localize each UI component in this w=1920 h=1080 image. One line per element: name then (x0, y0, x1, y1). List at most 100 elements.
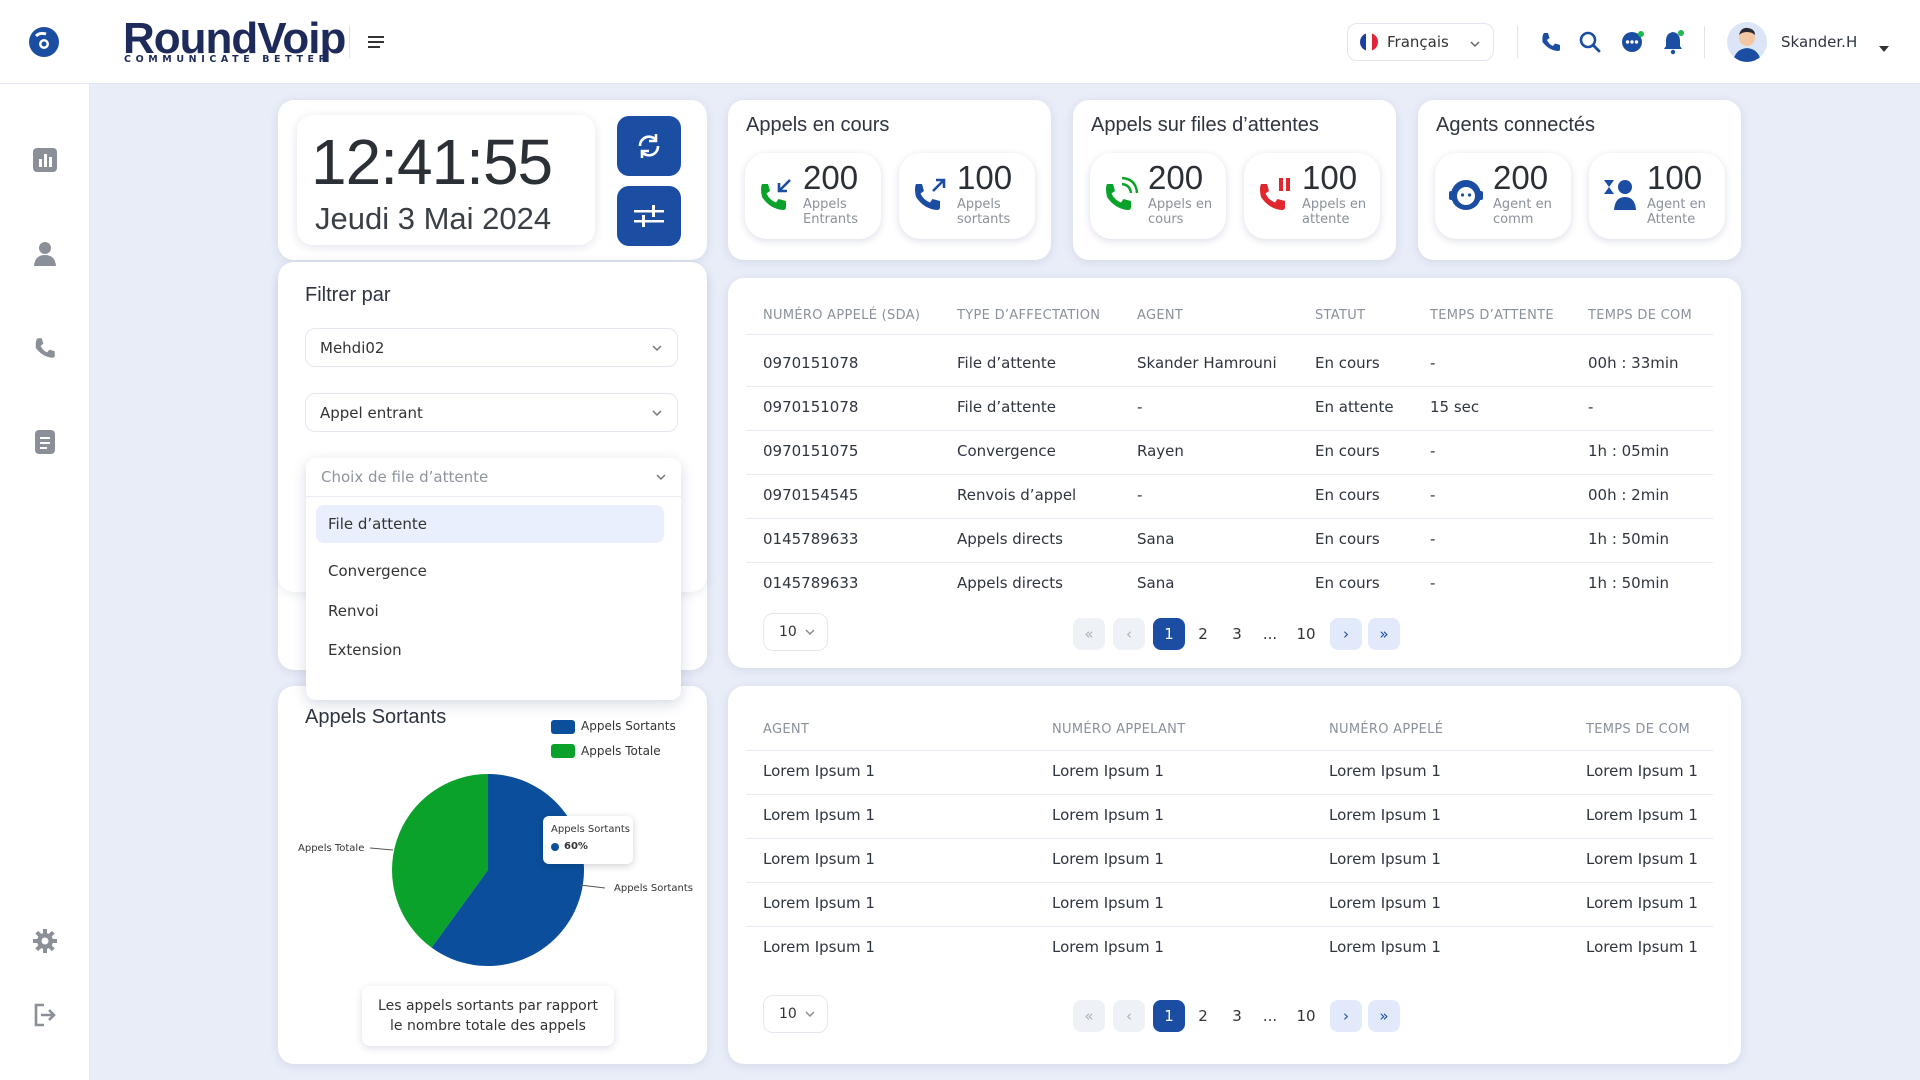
column-header: AGENT (763, 722, 810, 737)
page-button[interactable]: 3 (1232, 625, 1242, 643)
table-cell: Lorem Ipsum 1 (1052, 850, 1164, 868)
next-page-button[interactable]: › (1330, 618, 1362, 650)
column-header: TYPE D’AFFECTATION (957, 308, 1101, 323)
settings-gear-icon[interactable] (29, 925, 61, 957)
page-size-select[interactable]: 10 (763, 995, 828, 1033)
queue-dropdown[interactable]: Choix de file d’attente File d’attente C… (306, 458, 681, 700)
row-divider (746, 794, 1713, 795)
clock-display: 12:41:55 Jeudi 3 Mai 2024 (297, 115, 595, 245)
table-cell: Sana (1137, 530, 1175, 548)
table-cell: Lorem Ipsum 1 (763, 850, 875, 868)
page-button[interactable]: 2 (1198, 1007, 1208, 1025)
user-icon[interactable] (29, 238, 61, 270)
phone-icon[interactable] (1537, 28, 1565, 56)
page-button[interactable]: 3 (1232, 1007, 1242, 1025)
dropdown-option-renvoi[interactable]: Renvoi (328, 602, 379, 620)
search-icon[interactable] (1576, 28, 1604, 56)
stat-incoming-calls[interactable]: 200 Appels Entrants (745, 153, 881, 239)
bell-icon[interactable] (1659, 28, 1687, 56)
incoming-call-icon (755, 173, 797, 215)
chevron-down-icon (805, 629, 815, 635)
stat-label: Agent en comm (1493, 197, 1552, 227)
column-header: NUMÉRO APPELANT (1052, 722, 1186, 737)
language-selector[interactable]: Français (1347, 23, 1494, 61)
prev-page-button[interactable]: ‹ (1113, 1000, 1145, 1032)
dropdown-option-extension[interactable]: Extension (328, 641, 402, 659)
stat-agents-in-call[interactable]: 200 Agent en comm (1435, 153, 1571, 239)
table-cell: Lorem Ipsum 1 (1329, 762, 1441, 780)
document-icon[interactable] (29, 426, 61, 458)
page-button[interactable]: 10 (1296, 625, 1316, 643)
table-cell: Lorem Ipsum 1 (1052, 762, 1164, 780)
last-page-button[interactable]: » (1368, 1000, 1400, 1032)
agent-select[interactable]: Mehdi02 (305, 328, 678, 367)
logout-icon[interactable] (29, 999, 61, 1031)
last-page-button[interactable]: » (1368, 618, 1400, 650)
avatar[interactable] (1727, 22, 1767, 62)
filter-settings-button[interactable] (617, 186, 681, 246)
tooltip-label: Appels Sortants (551, 824, 630, 835)
ringing-phone-icon (1100, 173, 1142, 215)
table-cell: En cours (1315, 530, 1380, 548)
phone-icon[interactable] (29, 332, 61, 364)
user-name[interactable]: Skander.H (1781, 33, 1858, 51)
stat-value: 200 (1493, 159, 1549, 196)
table-cell: Lorem Ipsum 1 (763, 806, 875, 824)
table-cell: Skander Hamrouni (1137, 354, 1277, 372)
table-cell: En attente (1315, 398, 1394, 416)
page-button[interactable]: 2 (1198, 625, 1208, 643)
stat-queue-calls-waiting[interactable]: 100 Appels en attente (1244, 153, 1380, 239)
caret-down-icon[interactable] (1879, 38, 1889, 57)
table-cell: Lorem Ipsum 1 (1052, 938, 1164, 956)
stat-agents-waiting[interactable]: 100 Agent en Attente (1589, 153, 1725, 239)
row-divider (746, 386, 1713, 387)
queue-select-placeholder: Choix de file d’attente (321, 468, 489, 486)
pie-slice-appels-totale[interactable] (392, 774, 488, 948)
filter-title: Filtrer par (305, 284, 391, 306)
stat-label: Agent en Attente (1647, 197, 1706, 227)
page-size-select[interactable]: 10 (763, 613, 828, 651)
queue-select[interactable]: Choix de file d’attente (306, 458, 681, 497)
stat-label: Appels Entrants (803, 197, 858, 227)
stat-queue-calls-active[interactable]: 200 Appels en cours (1090, 153, 1226, 239)
page-ellipsis: ... (1262, 625, 1278, 643)
refresh-button[interactable] (617, 116, 681, 176)
agent-select-value: Mehdi02 (320, 338, 385, 357)
table-cell: En cours (1315, 442, 1380, 460)
first-page-button[interactable]: « (1073, 1000, 1105, 1032)
chat-icon[interactable] (1618, 28, 1646, 56)
table-cell: - (1588, 398, 1594, 416)
call-type-select[interactable]: Appel entrant (305, 393, 678, 432)
page-button[interactable]: 10 (1296, 1007, 1316, 1025)
dashboard-chart-icon[interactable] (29, 144, 61, 176)
menu-icon[interactable] (368, 34, 386, 50)
stat-card-files-attentes: Appels sur files d’attentes 200 Appels e… (1073, 100, 1396, 260)
sliders-icon (634, 205, 664, 227)
agent-hourglass-icon (1599, 173, 1641, 215)
table-cell: 0970154545 (763, 486, 859, 504)
table-cell: Lorem Ipsum 1 (763, 762, 875, 780)
first-page-button[interactable]: « (1073, 618, 1105, 650)
outgoing-call-icon (909, 173, 951, 215)
column-header: NUMÉRO APPELÉ (SDA) (763, 308, 921, 323)
table-cell: - (1430, 530, 1436, 548)
next-page-button[interactable]: › (1330, 1000, 1362, 1032)
language-label: Français (1387, 33, 1449, 51)
chevron-down-icon (805, 1011, 815, 1017)
stat-outgoing-calls[interactable]: 100 Appels sortants (899, 153, 1035, 239)
legend-label-totale: Appels Totale (581, 744, 661, 758)
page-button[interactable]: 1 (1153, 1000, 1185, 1032)
column-header: TEMPS DE COM (1586, 722, 1691, 737)
dropdown-option-file-attente[interactable]: File d’attente (316, 505, 664, 543)
table-cell: 1h : 50min (1588, 530, 1670, 548)
dropdown-option-convergence[interactable]: Convergence (328, 562, 427, 580)
page-button[interactable]: 1 (1153, 618, 1185, 650)
chart-caption: Les appels sortants par rapport le nombr… (362, 986, 614, 1046)
app-logo-icon[interactable] (26, 24, 62, 60)
table-cell: 00h : 2min (1588, 486, 1670, 504)
table-cell: Lorem Ipsum 1 (763, 894, 875, 912)
prev-page-button[interactable]: ‹ (1113, 618, 1145, 650)
legend-swatch-sortants (551, 720, 575, 734)
stat-label: Appels en attente (1302, 197, 1367, 227)
table-cell: 0970151078 (763, 398, 859, 416)
